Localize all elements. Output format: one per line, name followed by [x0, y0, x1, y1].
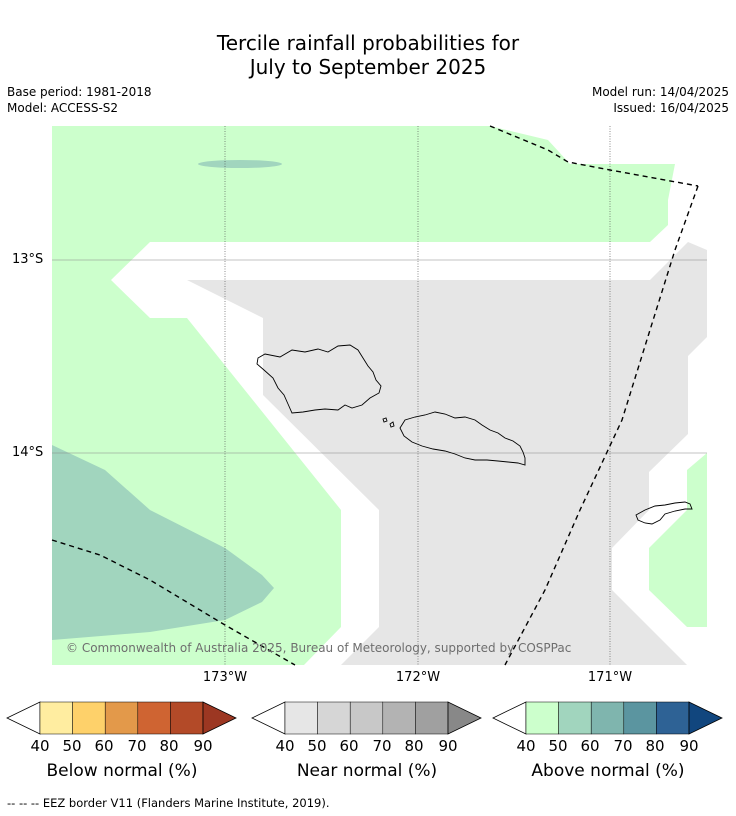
base-period-text: Base period: 1981-2018 — [7, 85, 152, 99]
region-near-40-50 — [187, 242, 707, 665]
colorbar-extend-high — [688, 701, 723, 735]
eez-border-south — [51, 539, 296, 666]
gridlines — [52, 126, 707, 665]
colorbar-swatch — [558, 701, 592, 735]
colorbar-extend-low — [6, 701, 41, 735]
lon-label-173w: 173°W — [202, 670, 248, 685]
island-savaii — [256, 344, 382, 414]
colorbar-near-normal: 40 50 60 70 80 90 Near normal (%) — [251, 700, 483, 781]
colorbar-extend-high — [447, 701, 482, 735]
eez-footnote: -- -- -- EEZ border V11 (Flanders Marine… — [7, 796, 330, 810]
island-tutuila — [635, 501, 693, 525]
tick-label: 50 — [307, 737, 327, 755]
tick-label: 40 — [275, 737, 295, 755]
meta-right: Model run: 14/04/2025 Issued: 16/04/2025 — [592, 84, 729, 116]
colorbar-extend-low — [251, 701, 286, 735]
tick-label: 80 — [645, 737, 665, 755]
tick-label: 90 — [193, 737, 213, 755]
issued-text: Issued: 16/04/2025 — [613, 101, 729, 115]
tick-label: 40 — [30, 737, 50, 755]
colorbar-swatch — [656, 701, 690, 735]
tick-label: 50 — [62, 737, 82, 755]
colorbar-swatch — [382, 701, 416, 735]
island-upolu — [399, 411, 526, 466]
tick-label: 60 — [580, 737, 600, 755]
colorbar-below-swatches — [6, 701, 237, 735]
tick-label: 60 — [339, 737, 359, 755]
colorbar-swatch — [623, 701, 657, 735]
tick-label: 60 — [94, 737, 114, 755]
tick-label: 50 — [548, 737, 568, 755]
tick-label: 80 — [404, 737, 424, 755]
tick-label: 90 — [438, 737, 458, 755]
region-above-40-50-east-inner — [649, 510, 687, 627]
tick-label: 70 — [613, 737, 633, 755]
colorbar-below-normal: 40 50 60 70 80 90 Below normal (%) — [6, 700, 238, 781]
colorbar-swatch — [284, 701, 318, 735]
colorbar-above-normal: 40 50 60 70 80 90 Above normal (%) — [492, 700, 724, 781]
colorbar-swatch — [104, 701, 139, 735]
map-fill-layers — [52, 126, 707, 665]
colorbar-above-swatches — [492, 701, 723, 735]
island-manono — [382, 417, 388, 423]
region-above-50-60-north — [198, 160, 282, 168]
region-above-40-50-east — [687, 453, 707, 627]
tick-label: 70 — [372, 737, 392, 755]
colorbar-swatch — [72, 701, 106, 735]
region-above-40-50-west — [52, 126, 675, 665]
tick-label: 70 — [127, 737, 147, 755]
colorbar-swatch — [137, 701, 171, 735]
colorbar-extend-low — [492, 701, 527, 735]
chart-title-line2: July to September 2025 — [249, 55, 487, 79]
meta-left: Base period: 1981-2018 Model: ACCESS-S2 — [7, 84, 152, 116]
colorbar-swatch — [349, 701, 384, 735]
copyright-text: © Commonwealth of Australia 2025, Bureau… — [66, 641, 572, 655]
lat-label-13s: 13°S — [12, 252, 44, 267]
colorbar-swatch — [317, 701, 351, 735]
lat-label-14s: 14°S — [12, 445, 44, 460]
chart-title-line1: Tercile rainfall probabilities for — [216, 31, 520, 55]
lon-label-172w: 172°W — [395, 670, 441, 685]
colorbar-extend-high — [202, 701, 237, 735]
colorbar-swatch — [39, 701, 73, 735]
island-apolima — [389, 421, 395, 428]
colorbar-near-label: Near normal (%) — [296, 761, 438, 781]
colorbar-swatch — [415, 701, 449, 735]
tick-label: 90 — [679, 737, 699, 755]
colorbar-above-label: Above normal (%) — [531, 761, 685, 781]
colorbar-swatch — [525, 701, 559, 735]
colorbar-swatch — [170, 701, 204, 735]
model-run-text: Model run: 14/04/2025 — [591, 85, 729, 99]
region-above-50-60 — [52, 445, 274, 640]
islands — [256, 344, 693, 525]
colorbar-near-swatches — [251, 701, 482, 735]
tick-label: 80 — [159, 737, 179, 755]
colorbar-below-label: Below normal (%) — [46, 761, 198, 781]
eez-border-east — [504, 185, 699, 666]
eez-borders — [51, 125, 699, 666]
lon-label-171w: 171°W — [587, 670, 633, 685]
colorbar-swatch — [590, 701, 625, 735]
model-text: Model: ACCESS-S2 — [7, 101, 119, 115]
tick-label: 40 — [516, 737, 536, 755]
